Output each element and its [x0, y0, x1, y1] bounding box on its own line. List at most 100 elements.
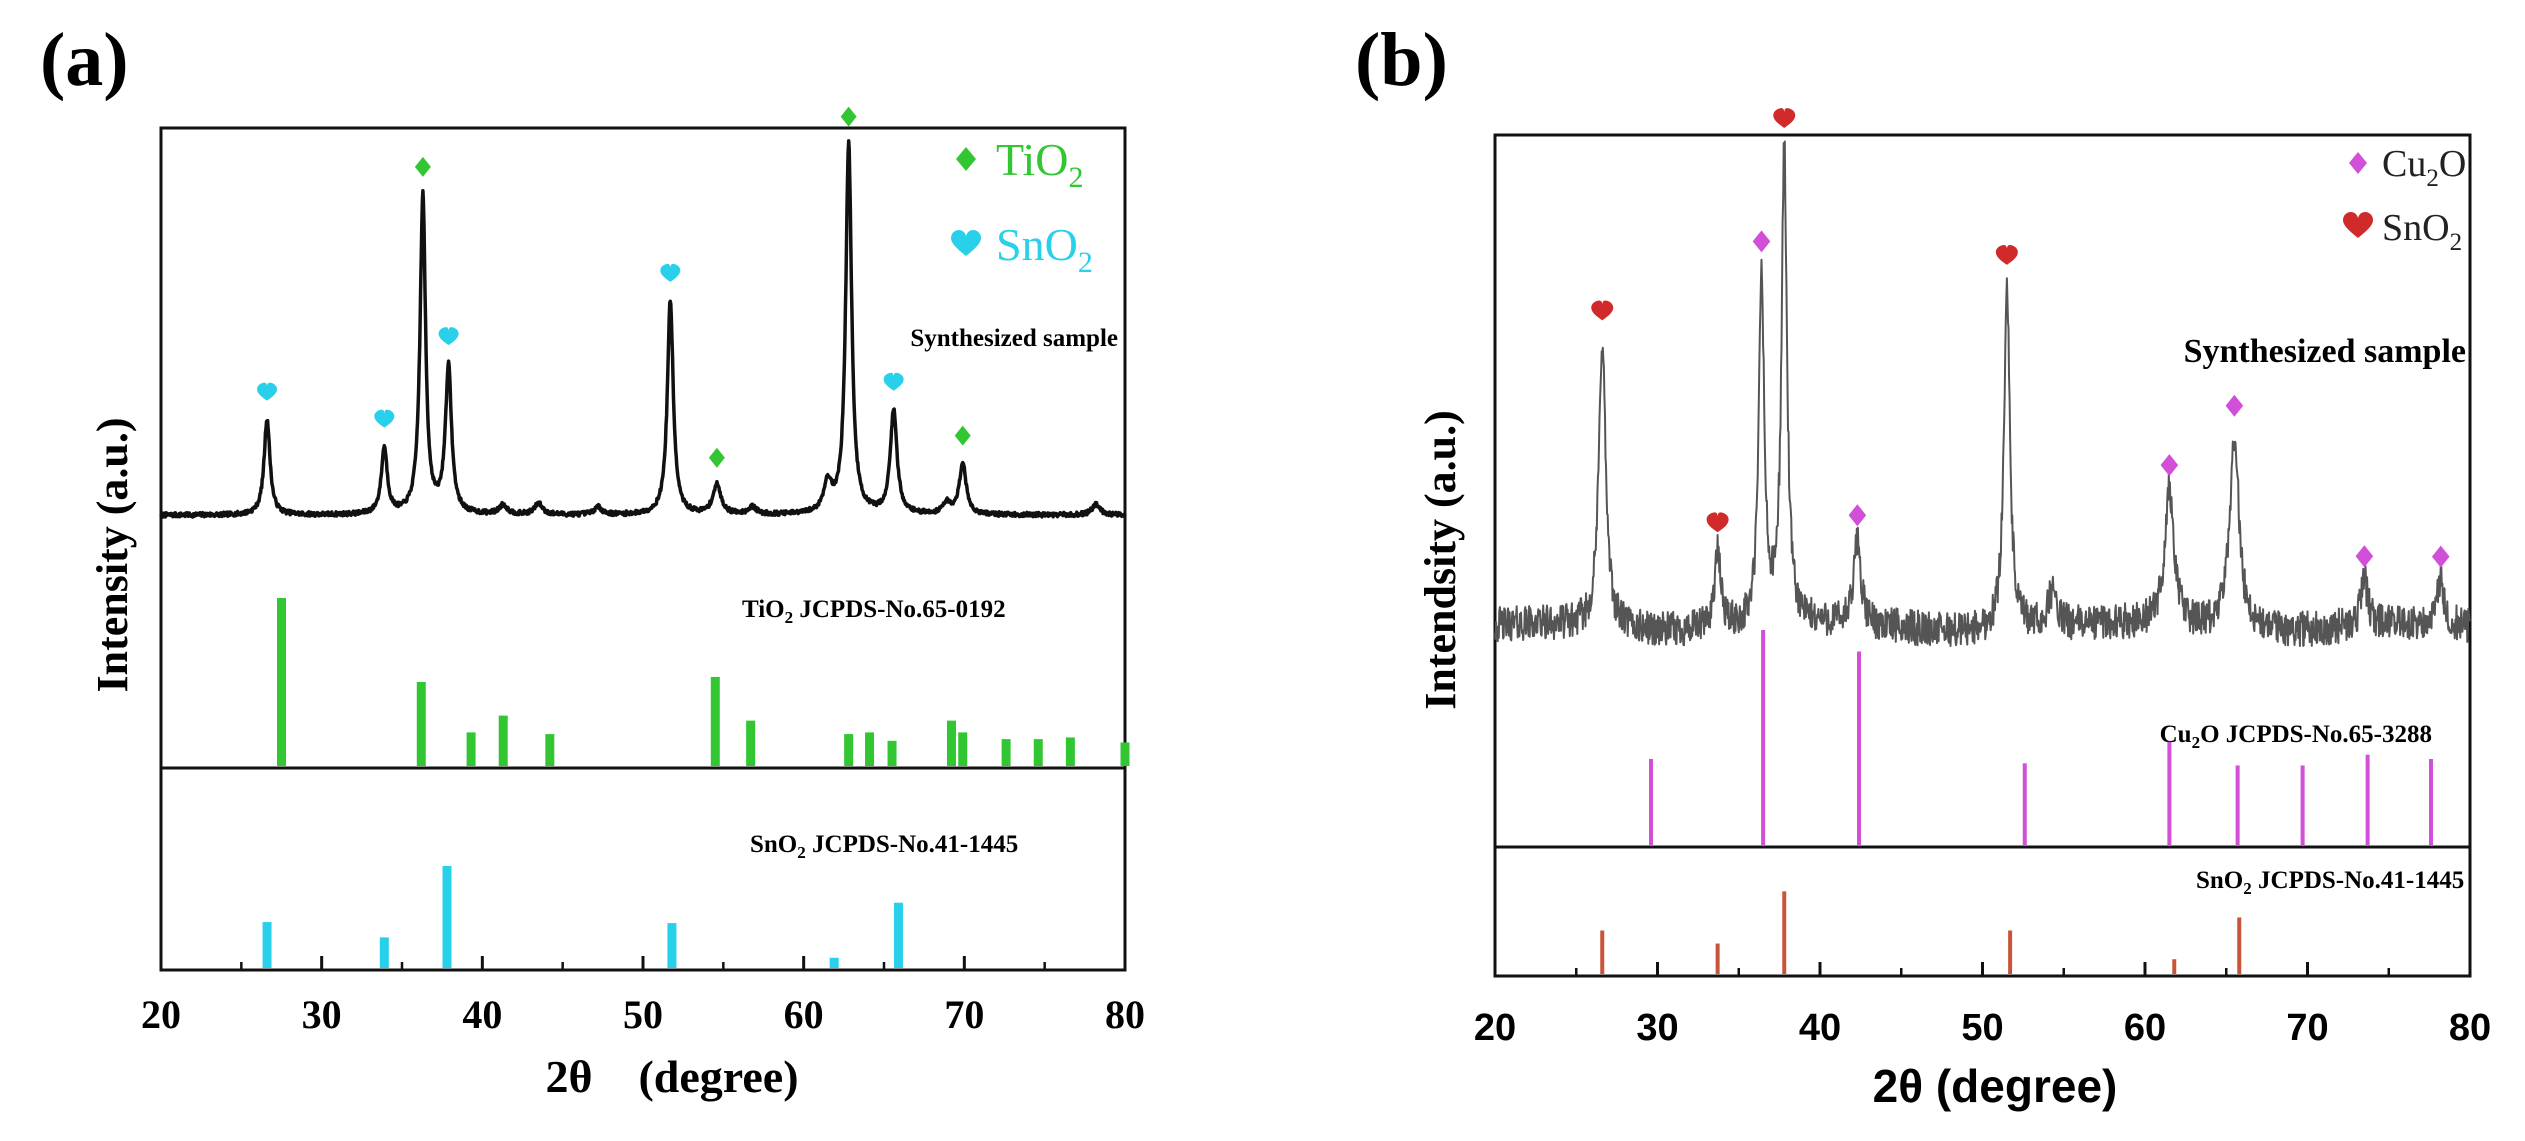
panel-a-ref2-stick [262, 922, 272, 968]
panel-b-ref1-stick [1857, 651, 1861, 845]
panel-b-x-tick-label: 30 [1636, 1007, 1678, 1049]
panel-a-ref1-stick [498, 715, 508, 766]
panel-a-ref1-stick [1033, 739, 1043, 766]
panel-b-ref2-stick [1600, 930, 1605, 974]
panel-a-diamond-marker [954, 425, 971, 446]
panel-a-diamond-marker [840, 106, 857, 127]
panel-a-heart-marker [257, 382, 278, 401]
panel-a-legend-sno2-text: SnO2 [996, 219, 1093, 279]
panel-b-diamond-marker [1752, 230, 1771, 253]
panel-b-diamond-marker [2225, 394, 2244, 417]
panel-b-legend-cu2o-text: Cu2O [2382, 143, 2466, 192]
panel-a-diamond-marker [414, 156, 431, 177]
panel-b-legend-heart-marker [2343, 212, 2373, 238]
panel-b-x-tick-label: 40 [1799, 1007, 1841, 1049]
panel-a-heart-marker [660, 263, 681, 282]
panel-b-heart-marker [1995, 245, 2018, 265]
panel-a-heart-marker [438, 327, 459, 346]
panel-a-ref1-stick [545, 734, 555, 766]
panel-b-x-tick-label: 50 [1961, 1007, 2003, 1049]
panel-b-ref2-stick [2008, 930, 2013, 974]
panel-a-pattern-line [159, 139, 1127, 519]
panel-a-ref1-stick [958, 732, 968, 766]
panel-a-ref1-stick [946, 720, 956, 766]
panel-b-x-tick-label: 20 [1474, 1007, 1516, 1049]
panel-a-ref2-label: SnO2 JCPDS-No.41-1445 [750, 831, 1018, 862]
panel-b-heart-marker [1706, 512, 1729, 533]
panel-b-legend-sno2: SnO2 [2343, 207, 2462, 256]
panel-a-x-axis-label: 2θ (degree) [545, 1051, 798, 1102]
panel-b: (b) Intendsity (a.u.) 2θ (degree) Synthe… [1355, 18, 2491, 1112]
panel-b-ref2-stick [1715, 943, 1720, 974]
panel-b-ref1-label: Cu2O JCPDS-No.65-3288 [2160, 721, 2432, 752]
panel-b-pattern-line [1494, 140, 2471, 647]
panel-a-x-tick-label: 80 [1105, 992, 1145, 1037]
panel-b-diamond-marker [2160, 454, 2179, 477]
panel-a-ref2-stick [442, 866, 452, 968]
panel-a-x-tick-label: 60 [784, 992, 824, 1037]
panel-b-heart-marker [1591, 300, 1614, 321]
panel-b-y-axis-label: Intendsity (a.u.) [1416, 410, 1465, 710]
panel-b-ref1-stick [2429, 759, 2433, 845]
panel-a-ref1-stick [1120, 742, 1130, 766]
panel-a-x-tick-label: 30 [302, 992, 342, 1037]
panel-a-ref1-stick [416, 682, 426, 766]
panel-a-diamond-marker [708, 447, 725, 468]
panel-b-legend-cu2o: Cu2O [2349, 143, 2466, 192]
panel-b-legend-sno2-text: SnO2 [2382, 207, 2462, 256]
panel-a-legend-sno2: SnO2 [951, 219, 1093, 279]
panel-b-label: (b) [1355, 18, 1448, 102]
panel-a-legend-diamond-marker [956, 147, 976, 171]
panel-a-legend-tio2: TiO2 [956, 134, 1083, 194]
panel-b-diamond-marker [1848, 504, 1867, 527]
panel-b-heart-marker [1773, 108, 1796, 128]
panel-a-ref2-stick [379, 937, 389, 968]
panel-a-ref1-stick [865, 732, 875, 766]
panel-b-ref1-stick [2365, 754, 2370, 845]
panel-b-ref2-label: SnO2 JCPDS-No.41-1445 [2196, 867, 2464, 898]
panel-a-legend-heart-marker [951, 230, 981, 256]
panel-a-ref2-stick [667, 923, 677, 968]
panel-a-ref1-stick [277, 598, 286, 766]
panel-a-heart-marker [374, 409, 395, 428]
panel-a-ref1-stick [746, 720, 756, 766]
panel-b-ref2-stick [1782, 891, 1787, 974]
panel-b-diamond-marker [2355, 545, 2374, 568]
panel-b-x-tick-label: 60 [2124, 1007, 2166, 1049]
panel-b-plot-frame [1493, 133, 2472, 978]
panel-a-x-tick-label: 70 [944, 992, 984, 1037]
panel-a-ref1-stick [466, 732, 476, 766]
panel-a-x-tick-label: 20 [141, 992, 181, 1037]
panel-a-sample-label: Synthesized sample [910, 325, 1118, 352]
panel-b-legend-diamond-marker [2349, 152, 2367, 174]
panel-a-x-tick-label: 40 [462, 992, 502, 1037]
panel-a-ref1-stick [1001, 739, 1011, 766]
panel-a-ref1-stick [844, 734, 854, 766]
panel-a: (a) Intensity (a.u.) 2θ (degree) Synthes… [40, 18, 1145, 1102]
panel-a-ref2-stick [893, 902, 903, 968]
panel-b-ref1-stick [2235, 765, 2240, 845]
panel-a-ref1-stick [887, 740, 897, 766]
panel-a-legend-tio2-text: TiO2 [996, 134, 1083, 194]
panel-b-sample-label: Synthesized sample [2184, 333, 2466, 370]
panel-b-x-tick-label: 80 [2449, 1007, 2491, 1049]
panel-a-ref1-stick [710, 676, 720, 766]
panel-b-ref1-stick [2022, 763, 2027, 845]
panel-b-ref1-stick [2167, 741, 2172, 845]
panel-b-ref2-stick [2172, 959, 2177, 974]
panel-a-label: (a) [40, 18, 129, 102]
panel-b-x-axis-label: 2θ (degree) [1873, 1060, 2118, 1112]
panel-b-ref2-stick [2237, 917, 2242, 974]
panel-b-diamond-marker [2431, 545, 2450, 568]
panel-a-ref2-stick [829, 957, 839, 968]
panel-b-ref1-stick [2300, 765, 2305, 845]
panel-a-y-axis-label: Intensity (a.u.) [88, 417, 137, 692]
panel-b-ref1-stick [1761, 630, 1766, 845]
panel-a-x-tick-label: 50 [623, 992, 663, 1037]
panel-b-x-tick-label: 70 [2286, 1007, 2328, 1049]
panel-b-ref1-stick [1649, 759, 1653, 845]
panel-a-ref1-label: TiO2 JCPDS-No.65-0192 [742, 596, 1006, 627]
panel-a-heart-marker [883, 372, 904, 391]
panel-a-ref1-stick [1065, 737, 1075, 766]
